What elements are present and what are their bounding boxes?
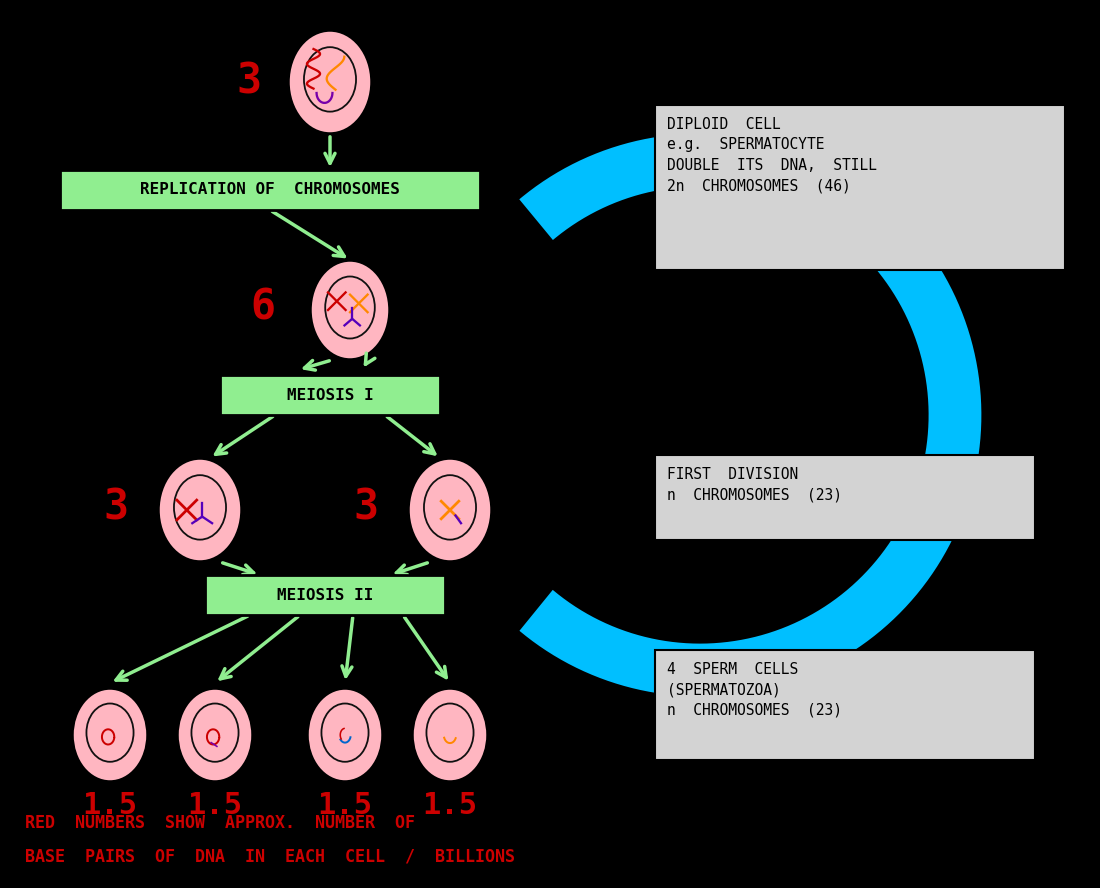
- Text: 1.5: 1.5: [187, 791, 243, 820]
- Text: REPLICATION OF  CHROMOSOMES: REPLICATION OF CHROMOSOMES: [140, 183, 400, 197]
- Text: 4  SPERM  CELLS
(SPERMATOZOA)
n  CHROMOSOMES  (23): 4 SPERM CELLS (SPERMATOZOA) n CHROMOSOME…: [667, 662, 842, 718]
- Text: MEIOSIS II: MEIOSIS II: [277, 588, 373, 602]
- Text: BASE  PAIRS  OF  DNA  IN  EACH  CELL  /  BILLIONS: BASE PAIRS OF DNA IN EACH CELL / BILLION…: [25, 848, 515, 866]
- FancyBboxPatch shape: [205, 575, 446, 615]
- Text: MEIOSIS I: MEIOSIS I: [287, 387, 373, 402]
- Text: 1.5: 1.5: [82, 791, 138, 820]
- Ellipse shape: [307, 688, 383, 782]
- Text: FIRST  DIVISION
n  CHROMOSOMES  (23): FIRST DIVISION n CHROMOSOMES (23): [667, 467, 842, 503]
- Text: DIPLOID  CELL
e.g.  SPERMATOCYTE
DOUBLE  ITS  DNA,  STILL
2n  CHROMOSOMES  (46): DIPLOID CELL e.g. SPERMATOCYTE DOUBLE IT…: [667, 117, 877, 194]
- FancyBboxPatch shape: [654, 105, 1065, 270]
- FancyBboxPatch shape: [220, 375, 440, 415]
- Text: 3: 3: [353, 487, 378, 529]
- Text: 6: 6: [250, 287, 275, 329]
- Ellipse shape: [158, 458, 242, 562]
- Text: RED  NUMBERS  SHOW  APPROX.  NUMBER  OF: RED NUMBERS SHOW APPROX. NUMBER OF: [25, 814, 415, 832]
- Ellipse shape: [412, 688, 488, 782]
- Ellipse shape: [288, 30, 372, 134]
- Ellipse shape: [177, 688, 253, 782]
- Text: 1.5: 1.5: [318, 791, 373, 820]
- FancyBboxPatch shape: [60, 170, 480, 210]
- Ellipse shape: [408, 458, 492, 562]
- FancyBboxPatch shape: [654, 650, 1035, 760]
- Ellipse shape: [72, 688, 148, 782]
- FancyBboxPatch shape: [654, 455, 1035, 540]
- Text: 3: 3: [236, 61, 261, 103]
- Text: 1.5: 1.5: [422, 791, 477, 820]
- Ellipse shape: [310, 260, 390, 360]
- Text: 3: 3: [103, 487, 128, 529]
